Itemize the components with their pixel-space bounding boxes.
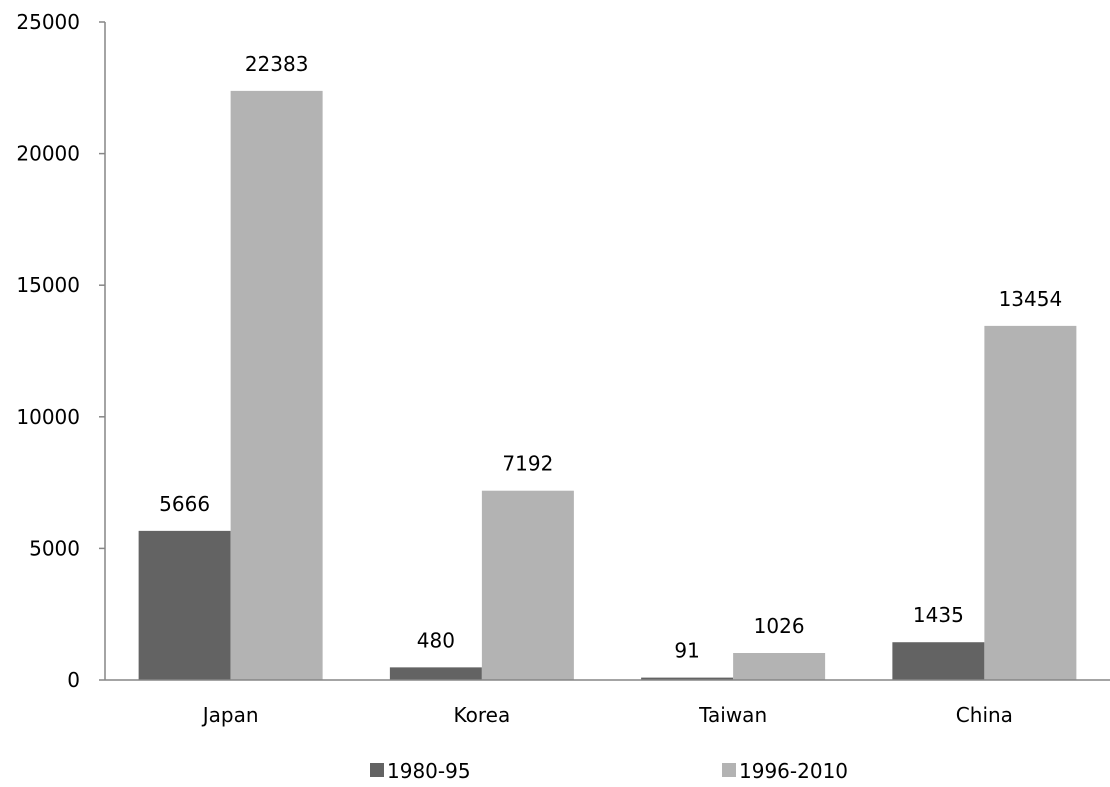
y-tick-label: 20000 [16,142,80,166]
data-label: 1435 [913,603,964,627]
bar-china-1996-2010 [984,325,1077,680]
data-labels: 5666 22383 480 7192 91 1026 1435 13454 [159,52,1062,663]
bar-japan-1980-95 [138,530,231,680]
y-tick-label: 5000 [29,536,80,560]
x-axis: Japan Korea Taiwan China [105,679,1110,727]
data-label: 480 [417,628,455,652]
data-label: 13454 [999,287,1063,311]
data-label: 5666 [159,492,210,516]
y-tick-label: 25000 [16,10,80,34]
x-tick-label: Korea [454,703,511,727]
bar-china-1980-95 [892,642,985,680]
bar-japan-1996-2010 [230,90,323,680]
data-label: 91 [674,639,699,663]
bar-taiwan-1996-2010 [733,652,826,680]
bars [138,90,1077,680]
legend: 1980-95 1996-2010 [370,759,848,783]
y-tick-label: 0 [67,668,80,692]
bar-korea-1996-2010 [481,490,574,680]
legend-label: 1980-95 [387,759,471,783]
data-label: 1026 [754,614,805,638]
legend-swatch [722,763,736,777]
x-tick-label: China [956,703,1013,727]
data-label: 22383 [245,52,309,76]
y-tick-label: 10000 [16,405,80,429]
data-label: 7192 [502,452,553,476]
x-tick-label: Japan [201,703,259,727]
bar-korea-1980-95 [389,667,482,680]
legend-swatch [370,763,384,777]
x-tick-label: Taiwan [698,703,767,727]
legend-label: 1996-2010 [739,759,848,783]
y-axis: 0 5000 10000 15000 20000 25000 [16,10,106,692]
bar-taiwan-1980-95 [641,677,734,680]
y-tick-label: 15000 [16,273,80,297]
